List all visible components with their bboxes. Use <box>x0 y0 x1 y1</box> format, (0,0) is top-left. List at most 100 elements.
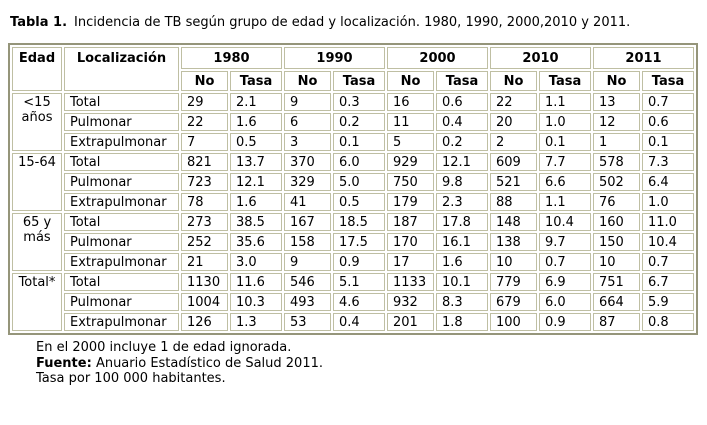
no-value-cell: 1133 <box>387 273 434 291</box>
no-value-cell: 5 <box>387 133 434 151</box>
tasa-value-cell: 0.4 <box>436 113 488 131</box>
tasa-value-cell: 4.6 <box>333 293 385 311</box>
tasa-value-cell: 6.6 <box>539 173 591 191</box>
no-value-cell: 138 <box>490 233 537 251</box>
localizacion-cell: Extrapulmonar <box>64 313 179 331</box>
no-value-cell: 779 <box>490 273 537 291</box>
localizacion-cell: Pulmonar <box>64 293 179 311</box>
tasa-subheader: Tasa <box>436 71 488 91</box>
no-value-cell: 187 <box>387 213 434 231</box>
localizacion-cell: Total <box>64 213 179 231</box>
footnotes: En el 2000 incluye 1 de edad ignorada. F… <box>36 340 707 387</box>
table-caption-text: Incidencia de TB según grupo de edad y l… <box>74 15 631 30</box>
table-row: Extrapulmonar 78 1.6 41 0.5 179 2.3 88 1.1 76 1.0 <box>12 193 694 211</box>
tasa-subheader: Tasa <box>539 71 591 91</box>
table-row: Pulmonar 723 12.1 329 5.0 750 9.8 521 6.6 502 6.4 <box>12 173 694 191</box>
tasa-value-cell: 1.6 <box>230 113 282 131</box>
no-value-cell: 20 <box>490 113 537 131</box>
tasa-value-cell: 2.1 <box>230 93 282 111</box>
tasa-value-cell: 7.7 <box>539 153 591 171</box>
no-value-cell: 3 <box>284 133 331 151</box>
tasa-value-cell: 0.9 <box>539 313 591 331</box>
tasa-value-cell: 0.3 <box>333 93 385 111</box>
tasa-value-cell: 3.0 <box>230 253 282 271</box>
table-row: 65 y más Total 273 38.5 167 18.5 187 17.8 148 10.… <box>12 213 694 271</box>
tasa-value-cell: 8.3 <box>436 293 488 311</box>
localizacion-cell: Pulmonar <box>64 173 179 191</box>
localizacion-cell: Pulmonar <box>64 233 179 251</box>
tasa-value-cell: 18.5 <box>333 213 385 231</box>
year-header-2000: 2000 <box>387 47 488 69</box>
table-row: Extrapulmonar 126 1.3 53 0.4 201 1.8 100 0.9 87 0.… <box>12 313 694 331</box>
no-value-cell: 150 <box>593 233 640 251</box>
year-header-1990: 1990 <box>284 47 385 69</box>
table-caption-label: Tabla 1. <box>10 15 68 30</box>
edad-column-header: Edad <box>12 47 62 91</box>
localizacion-cell: Extrapulmonar <box>64 193 179 211</box>
tb-incidence-table: Edad Localización 1980 1990 2000 2010 20… <box>8 43 698 335</box>
no-value-cell: 750 <box>387 173 434 191</box>
no-value-cell: 16 <box>387 93 434 111</box>
no-value-cell: 160 <box>593 213 640 231</box>
tasa-value-cell: 0.2 <box>333 113 385 131</box>
tasa-value-cell: 1.1 <box>539 193 591 211</box>
no-value-cell: 273 <box>181 213 228 231</box>
no-value-cell: 76 <box>593 193 640 211</box>
no-value-cell: 932 <box>387 293 434 311</box>
no-value-cell: 329 <box>284 173 331 191</box>
tasa-value-cell: 0.4 <box>333 313 385 331</box>
no-value-cell: 723 <box>181 173 228 191</box>
tasa-subheader: Tasa <box>230 71 282 91</box>
tasa-value-cell: 1.6 <box>230 193 282 211</box>
localizacion-cell: Extrapulmonar <box>64 133 179 151</box>
age-group-cell: Total* <box>12 273 62 331</box>
no-value-cell: 29 <box>181 93 228 111</box>
no-value-cell: 9 <box>284 253 331 271</box>
localizacion-cell: Extrapulmonar <box>64 253 179 271</box>
tasa-value-cell: 6.7 <box>642 273 694 291</box>
no-value-cell: 22 <box>490 93 537 111</box>
no-value-cell: 679 <box>490 293 537 311</box>
tasa-value-cell: 7.3 <box>642 153 694 171</box>
footnote-line-ignorada: En el 2000 incluye 1 de edad ignorada. <box>36 340 292 355</box>
fuente-text: Anuario Estadístico de Salud 2011. <box>95 355 323 371</box>
age-group-cell: <15 años <box>12 93 62 151</box>
footnote-line-tasa: Tasa por 100 000 habitantes. <box>36 371 226 386</box>
tasa-value-cell: 5.9 <box>642 293 694 311</box>
no-value-cell: 821 <box>181 153 228 171</box>
tasa-value-cell: 1.3 <box>230 313 282 331</box>
no-value-cell: 201 <box>387 313 434 331</box>
year-header-1980: 1980 <box>181 47 282 69</box>
tasa-value-cell: 0.7 <box>642 253 694 271</box>
no-subheader: No <box>490 71 537 91</box>
no-subheader: No <box>284 71 331 91</box>
tasa-value-cell: 10.3 <box>230 293 282 311</box>
no-value-cell: 17 <box>387 253 434 271</box>
no-value-cell: 88 <box>490 193 537 211</box>
tasa-value-cell: 0.6 <box>436 93 488 111</box>
localizacion-column-header: Localización <box>64 47 179 91</box>
no-value-cell: 6 <box>284 113 331 131</box>
table-row: Pulmonar 22 1.6 6 0.2 11 0.4 20 1.0 12 0.6 <box>12 113 694 131</box>
no-subheader: No <box>387 71 434 91</box>
localizacion-cell: Pulmonar <box>64 113 179 131</box>
tasa-value-cell: 0.6 <box>642 113 694 131</box>
no-value-cell: 2 <box>490 133 537 151</box>
no-value-cell: 493 <box>284 293 331 311</box>
tasa-value-cell: 12.1 <box>230 173 282 191</box>
tasa-value-cell: 0.1 <box>333 133 385 151</box>
no-value-cell: 929 <box>387 153 434 171</box>
tasa-value-cell: 10.1 <box>436 273 488 291</box>
no-value-cell: 521 <box>490 173 537 191</box>
localizacion-cell: Total <box>64 153 179 171</box>
tasa-value-cell: 0.8 <box>642 313 694 331</box>
tasa-value-cell: 38.5 <box>230 213 282 231</box>
tasa-subheader: Tasa <box>642 71 694 91</box>
tasa-value-cell: 5.1 <box>333 273 385 291</box>
tasa-subheader: Tasa <box>333 71 385 91</box>
tasa-value-cell: 6.4 <box>642 173 694 191</box>
footnote-line-fuente: Fuente: Anuario Estadístico de Salud 201… <box>36 356 707 372</box>
no-value-cell: 1 <box>593 133 640 151</box>
tasa-value-cell: 12.1 <box>436 153 488 171</box>
header-row-years: Edad Localización 1980 1990 2000 2010 20… <box>12 47 694 91</box>
